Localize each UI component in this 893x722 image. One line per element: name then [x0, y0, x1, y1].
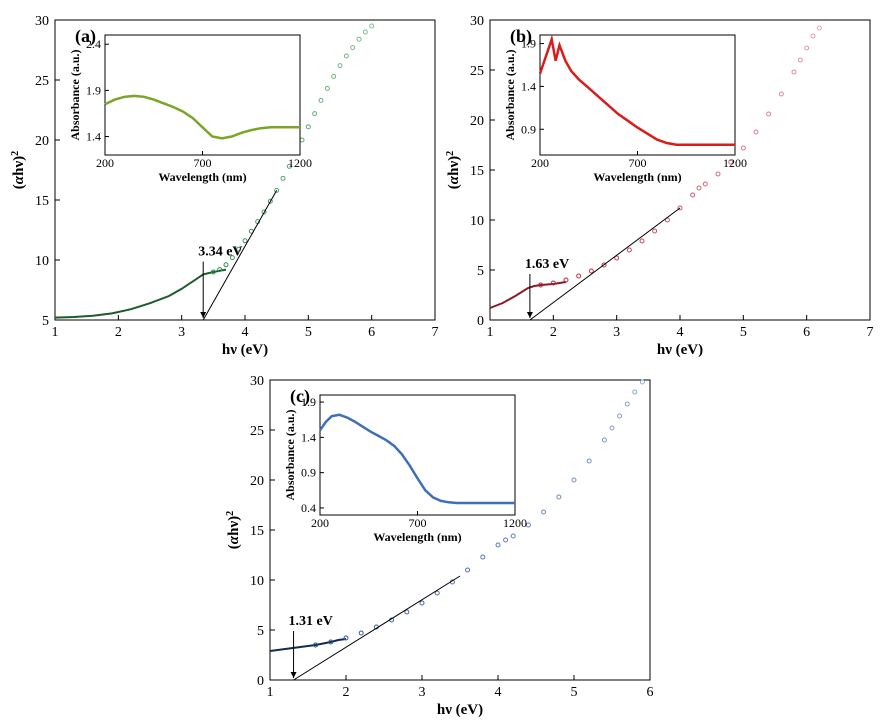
svg-text:1.9: 1.9: [521, 37, 536, 51]
svg-text:20: 20: [35, 134, 49, 149]
svg-text:4: 4: [242, 325, 249, 340]
svg-text:6: 6: [647, 685, 654, 700]
svg-text:25: 25: [35, 74, 49, 89]
svg-text:1.9: 1.9: [86, 83, 101, 97]
svg-text:700: 700: [629, 156, 647, 170]
svg-text:3: 3: [178, 325, 185, 340]
svg-text:2: 2: [115, 325, 122, 340]
svg-text:0.9: 0.9: [521, 122, 536, 136]
svg-text:1: 1: [52, 325, 59, 340]
bandgap-label-c: 1.31 eV: [289, 614, 333, 629]
svg-text:30: 30: [470, 14, 484, 29]
svg-text:6: 6: [368, 325, 375, 340]
svg-text:1.4: 1.4: [301, 430, 316, 444]
svg-text:200: 200: [531, 156, 549, 170]
svg-text:200: 200: [96, 156, 114, 170]
svg-text:200: 200: [311, 516, 329, 530]
svg-text:5: 5: [477, 264, 484, 279]
svg-text:700: 700: [194, 156, 212, 170]
svg-text:700: 700: [409, 516, 427, 530]
svg-text:2: 2: [343, 685, 350, 700]
svg-text:15: 15: [470, 164, 484, 179]
svg-text:15: 15: [35, 194, 49, 209]
svg-text:7: 7: [867, 325, 874, 340]
xlabel-c: hν (eV): [437, 702, 483, 718]
svg-text:4: 4: [495, 685, 502, 700]
svg-text:4: 4: [677, 325, 684, 340]
svg-text:5: 5: [740, 325, 747, 340]
svg-text:1200: 1200: [503, 516, 527, 530]
ylabel-b: (αhν)2: [445, 151, 463, 189]
svg-text:0: 0: [257, 674, 264, 689]
svg-text:5: 5: [571, 685, 578, 700]
svg-text:5: 5: [257, 624, 264, 639]
svg-text:0.4: 0.4: [301, 501, 316, 515]
svg-text:1200: 1200: [288, 156, 312, 170]
svg-text:3: 3: [613, 325, 620, 340]
svg-text:1.4: 1.4: [521, 79, 536, 93]
inset-box-c: [320, 395, 515, 515]
svg-text:15: 15: [250, 524, 264, 539]
svg-text:0: 0: [477, 314, 484, 329]
svg-text:1: 1: [267, 685, 274, 700]
svg-text:20: 20: [250, 474, 264, 489]
svg-text:10: 10: [35, 254, 49, 269]
svg-text:7: 7: [432, 325, 439, 340]
bandgap-label-a: 3.34 eV: [198, 245, 242, 260]
svg-text:10: 10: [470, 214, 484, 229]
svg-text:30: 30: [250, 374, 264, 389]
svg-text:1.9: 1.9: [301, 395, 316, 409]
svg-text:25: 25: [250, 424, 264, 439]
svg-text:1: 1: [487, 325, 494, 340]
inset-ylabel-a: Absorbance (a.u.): [68, 49, 82, 140]
svg-text:1.4: 1.4: [86, 130, 101, 144]
figure-svg: 123456751015202530hν (eV)(αhν)2(a)3.34 e…: [0, 0, 893, 722]
inset-xlabel-a: Wavelength (nm): [158, 170, 246, 184]
tauc-curve-c: [270, 639, 346, 651]
inset-ylabel-b: Absorbance (a.u.): [503, 49, 517, 140]
inset-xlabel-b: Wavelength (nm): [593, 170, 681, 184]
svg-text:5: 5: [42, 314, 49, 329]
svg-text:20: 20: [470, 114, 484, 129]
svg-text:1200: 1200: [723, 156, 747, 170]
bandgap-label-b: 1.63 eV: [525, 257, 569, 272]
svg-text:3: 3: [419, 685, 426, 700]
tauc-curve-b: [490, 282, 566, 308]
svg-text:25: 25: [470, 64, 484, 79]
tauc-curve-a: [55, 270, 226, 318]
svg-text:2: 2: [550, 325, 557, 340]
svg-text:2.4: 2.4: [86, 37, 101, 51]
xlabel-b: hν (eV): [657, 342, 703, 358]
svg-text:30: 30: [35, 14, 49, 29]
inset-box-b: [540, 35, 735, 155]
svg-text:5: 5: [305, 325, 312, 340]
ylabel-c: (αhν)2: [225, 511, 243, 549]
svg-text:0.9: 0.9: [301, 466, 316, 480]
xlabel-a: hν (eV): [222, 342, 268, 358]
inset-ylabel-c: Absorbance (a.u.): [283, 409, 297, 500]
ylabel-a: (αhν)2: [10, 151, 28, 189]
svg-text:10: 10: [250, 574, 264, 589]
svg-text:6: 6: [803, 325, 810, 340]
inset-xlabel-c: Wavelength (nm): [373, 530, 461, 544]
